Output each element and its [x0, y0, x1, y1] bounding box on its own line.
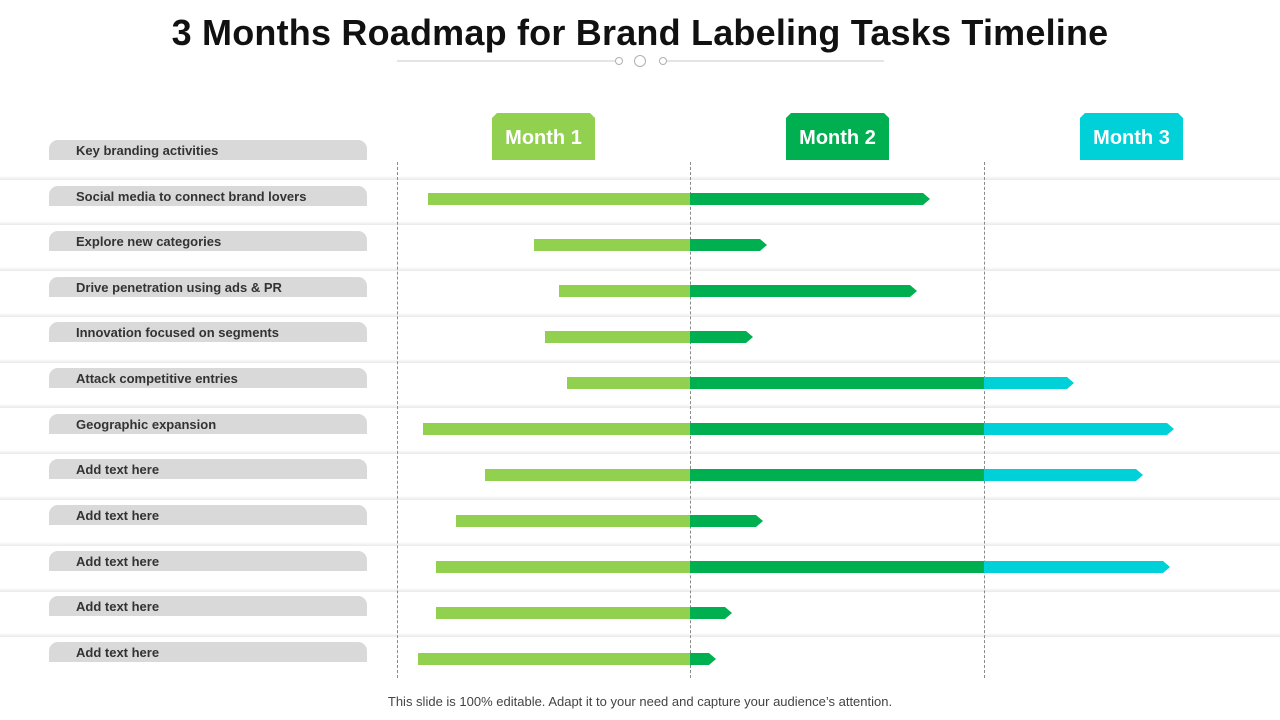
row-divider	[0, 496, 1280, 500]
gantt-bar-segment	[534, 239, 690, 251]
gantt-bar-arrow	[709, 653, 716, 665]
gantt-bar-segment	[690, 285, 910, 297]
gantt-bar-segment	[984, 377, 1067, 389]
task-label-header: Key branding activities	[49, 140, 367, 160]
gantt-bar-segment	[690, 331, 746, 343]
gantt-bar-segment	[690, 515, 756, 527]
task-label: Add text here	[49, 551, 367, 571]
gantt-bar-segment	[690, 193, 923, 205]
gantt-bar-segment	[485, 469, 690, 481]
gantt-bar-arrow	[725, 607, 732, 619]
task-label: Drive penetration using ads & PR	[49, 277, 367, 297]
month-3-header: Month 3	[1080, 113, 1183, 160]
gantt-bar-segment	[984, 561, 1163, 573]
task-label: Attack competitive entries	[49, 368, 367, 388]
row-divider	[0, 221, 1280, 225]
page-title: 3 Months Roadmap for Brand Labeling Task…	[171, 12, 1109, 53]
gantt-bar-segment	[690, 607, 725, 619]
gantt-bar-segment	[559, 285, 690, 297]
task-label: Add text here	[49, 459, 367, 479]
gantt-bar-segment	[690, 377, 984, 389]
row-divider	[0, 404, 1280, 408]
month-2-divider-line	[984, 162, 985, 678]
timeline-start-line	[397, 162, 398, 678]
task-label: Social media to connect brand lovers	[49, 186, 367, 206]
gantt-bar-arrow	[1163, 561, 1170, 573]
gantt-bar-arrow	[923, 193, 930, 205]
row-divider	[0, 359, 1280, 363]
gantt-bar-segment	[423, 423, 690, 435]
task-label: Add text here	[49, 596, 367, 616]
gantt-bar-arrow	[1167, 423, 1174, 435]
gantt-bar-segment	[690, 561, 984, 573]
task-label: Add text here	[49, 642, 367, 662]
gantt-bar-segment	[984, 469, 1136, 481]
task-label: Geographic expansion	[49, 414, 367, 434]
row-divider	[0, 176, 1280, 180]
gantt-bar-segment	[690, 469, 984, 481]
gantt-bar-segment	[690, 239, 760, 251]
task-label: Explore new categories	[49, 231, 367, 251]
row-divider	[0, 313, 1280, 317]
row-divider	[0, 633, 1280, 637]
row-divider	[0, 542, 1280, 546]
title-divider	[397, 55, 884, 67]
gantt-bar-arrow	[746, 331, 753, 343]
gantt-bar-arrow	[910, 285, 917, 297]
footer-note: This slide is 100% editable. Adapt it to…	[387, 694, 893, 709]
task-label: Innovation focused on segments	[49, 322, 367, 342]
gantt-bar-segment	[690, 653, 709, 665]
gantt-bar-segment	[436, 607, 690, 619]
gantt-bar-arrow	[756, 515, 763, 527]
gantt-bar-segment	[428, 193, 690, 205]
month-2-header: Month 2	[786, 113, 889, 160]
row-divider	[0, 588, 1280, 592]
month-1-header: Month 1	[492, 113, 595, 160]
gantt-bar-arrow	[1136, 469, 1143, 481]
gantt-bar-arrow	[760, 239, 767, 251]
task-label: Add text here	[49, 505, 367, 525]
gantt-bar-segment	[545, 331, 690, 343]
gantt-bar-segment	[436, 561, 690, 573]
gantt-bar-arrow	[1067, 377, 1074, 389]
gantt-bar-segment	[984, 423, 1167, 435]
gantt-bar-segment	[567, 377, 690, 389]
gantt-bar-segment	[418, 653, 690, 665]
row-divider	[0, 267, 1280, 271]
gantt-bar-segment	[456, 515, 690, 527]
month-1-divider-line	[690, 162, 691, 678]
row-divider	[0, 450, 1280, 454]
gantt-bar-segment	[690, 423, 984, 435]
